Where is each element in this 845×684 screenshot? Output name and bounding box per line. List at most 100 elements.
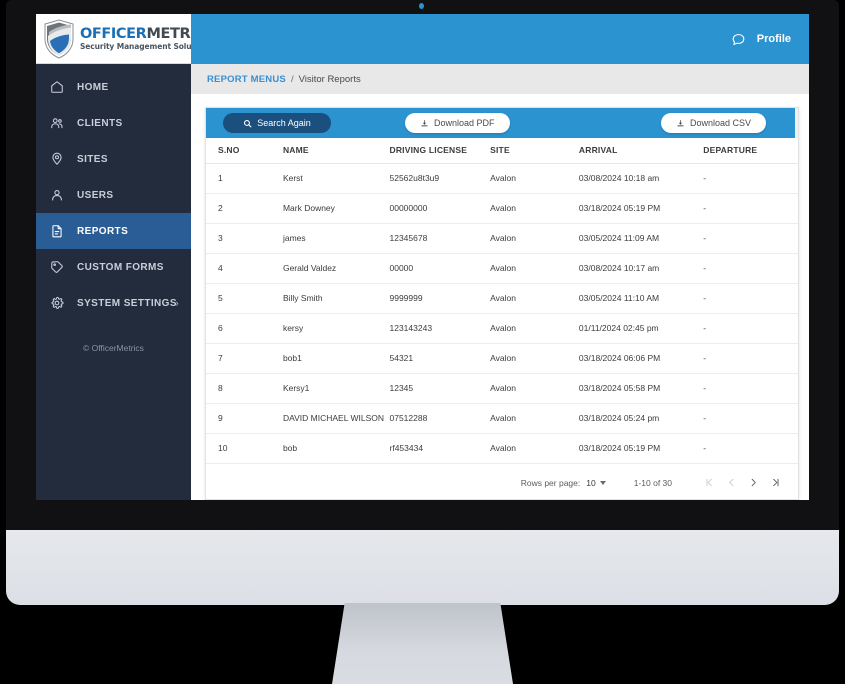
pagination-range: 1-10 of 30 <box>633 477 672 488</box>
rows-per-page-label: Rows per page: <box>520 477 581 488</box>
cell-site: Avalon <box>490 193 579 224</box>
cell-sno: 1 <box>206 163 283 194</box>
cell-name: Gerald Valdez <box>282 253 390 284</box>
download-pdf-button[interactable]: Download PDF <box>405 113 510 133</box>
cell-license: 52562u8t3u9 <box>389 163 491 194</box>
chevron-down-icon <box>599 480 606 485</box>
cell-license: 12345 <box>389 373 491 405</box>
previous-page-button[interactable] <box>720 472 742 494</box>
sidebar-item-users[interactable]: USERS <box>36 177 191 213</box>
cell-departure: - <box>703 283 798 314</box>
monitor-chin <box>6 530 839 605</box>
table-row[interactable]: 3 james 12345678 Avalon 03/05/2024 11:09… <box>206 223 798 254</box>
brand-logo[interactable]: OFFICERMETRICS® Security Management Solu… <box>36 14 222 64</box>
cell-sno: 4 <box>206 253 283 284</box>
cell-sno: 5 <box>206 283 283 314</box>
cell-site: Avalon <box>490 283 579 314</box>
profile-link[interactable]: Profile <box>756 33 791 45</box>
sidebar-item-home[interactable]: HOME <box>36 69 191 105</box>
cell-license: 00000000 <box>389 193 491 224</box>
cell-name: DAVID MICHAEL WILSON <box>282 403 390 435</box>
breadcrumb-root-link[interactable]: REPORT MENUS <box>207 73 286 85</box>
cell-site: Avalon <box>490 223 579 254</box>
cell-name: Kerst <box>282 163 390 194</box>
breadcrumb-separator: / <box>290 73 294 85</box>
cell-license: 00000 <box>389 253 491 284</box>
cell-name: james <box>282 223 390 254</box>
download-icon <box>421 119 428 126</box>
cell-site: Avalon <box>490 433 579 465</box>
pagination-bar: Rows per page: 10 1-10 of 30 <box>206 466 798 499</box>
cell-departure: - <box>703 343 798 374</box>
column-header-departure: DEPARTURE <box>703 138 798 164</box>
table-row[interactable]: 8 Kersy1 12345 Avalon 03/18/2024 05:58 P… <box>206 373 798 405</box>
table-row[interactable]: 5 Billy Smith 9999999 Avalon 03/05/2024 … <box>206 283 798 314</box>
scrollbar-track[interactable] <box>795 108 798 138</box>
sidebar-item-label: SITES <box>77 153 108 165</box>
cell-arrival: 01/11/2024 02:45 pm <box>578 313 704 344</box>
table-row[interactable]: 9 DAVID MICHAEL WILSON 07512288 Avalon 0… <box>206 403 798 435</box>
home-icon <box>51 81 63 93</box>
table-row[interactable]: 7 bob1 54321 Avalon 03/18/2024 06:06 PM … <box>206 343 798 374</box>
sidebar-item-sites[interactable]: SITES <box>36 141 191 177</box>
cell-departure: - <box>703 223 798 254</box>
table-row[interactable]: 4 Gerald Valdez 00000 Avalon 03/08/2024 … <box>206 253 798 284</box>
cell-arrival: 03/08/2024 10:17 am <box>578 253 704 284</box>
cell-arrival: 03/18/2024 06:06 PM <box>578 343 704 374</box>
cell-sno: 10 <box>206 433 283 465</box>
sidebar-item-label: HOME <box>77 81 109 93</box>
cell-arrival: 03/18/2024 05:24 pm <box>578 403 704 435</box>
cell-name: Mark Downey <box>282 193 390 224</box>
cell-arrival: 03/05/2024 11:10 AM <box>578 283 704 314</box>
report-card: Search Again Download PDF <box>205 107 799 500</box>
cell-departure: - <box>703 163 798 194</box>
sidebar-copyright: © OfficerMetrics <box>83 343 144 353</box>
sidebar-item-label: CUSTOM FORMS <box>77 261 164 273</box>
document-icon <box>52 225 62 238</box>
sidebar: OFFICERMETRICS® Security Management Solu… <box>36 14 222 500</box>
next-page-button[interactable] <box>742 472 764 494</box>
top-header: Profile <box>191 14 809 64</box>
chevron-right-icon: › <box>175 298 179 308</box>
cell-departure: - <box>703 373 798 405</box>
monitor-stand <box>332 603 513 684</box>
table-row[interactable]: 10 bob rf453434 Avalon 03/18/2024 05:19 … <box>206 433 798 465</box>
table-row[interactable]: 2 Mark Downey 00000000 Avalon 03/18/2024… <box>206 193 798 224</box>
report-toolbar: Search Again Download PDF <box>206 108 798 138</box>
search-again-button[interactable]: Search Again <box>223 113 331 133</box>
cell-departure: - <box>703 313 798 344</box>
cell-name: Billy Smith <box>282 283 390 314</box>
cell-name: bob <box>282 433 390 465</box>
rows-per-page-select[interactable]: 10 <box>586 477 606 488</box>
cell-sno: 8 <box>206 373 283 405</box>
rows-per-page-value: 10 <box>586 477 596 488</box>
cell-license: rf453434 <box>389 433 491 465</box>
download-csv-button[interactable]: Download CSV <box>660 113 766 133</box>
sidebar-item-custom-forms[interactable]: CUSTOM FORMS <box>36 249 191 285</box>
cell-license: 54321 <box>389 343 491 374</box>
cell-name: Kersy1 <box>282 373 390 405</box>
cell-site: Avalon <box>490 403 579 435</box>
cell-site: Avalon <box>490 313 579 344</box>
cell-sno: 7 <box>206 343 283 374</box>
last-page-icon <box>772 478 778 487</box>
sidebar-item-reports[interactable]: REPORTS <box>36 213 191 249</box>
gear-icon <box>51 296 64 309</box>
cell-site: Avalon <box>490 253 579 284</box>
cell-site: Avalon <box>490 373 579 405</box>
sidebar-item-clients[interactable]: CLIENTS <box>36 105 191 141</box>
download-icon <box>677 119 684 126</box>
first-page-button[interactable] <box>698 472 720 494</box>
sidebar-item-system-settings[interactable]: SYSTEM SETTINGS › <box>36 285 191 321</box>
cell-arrival: 03/18/2024 05:19 PM <box>578 193 704 224</box>
main-area: Profile REPORT MENUS / Visitor Reports <box>191 14 809 500</box>
cell-arrival: 03/05/2024 11:09 AM <box>578 223 704 254</box>
table-row[interactable]: 1 Kerst 52562u8t3u9 Avalon 03/08/2024 10… <box>206 163 798 194</box>
cell-site: Avalon <box>490 163 579 194</box>
chat-bubble-icon[interactable] <box>731 32 746 47</box>
last-page-button[interactable] <box>764 472 786 494</box>
cell-departure: - <box>703 253 798 284</box>
cell-arrival: 03/18/2024 05:19 PM <box>578 433 704 465</box>
table-row[interactable]: 6 kersy 123143243 Avalon 01/11/2024 02:4… <box>206 313 798 344</box>
